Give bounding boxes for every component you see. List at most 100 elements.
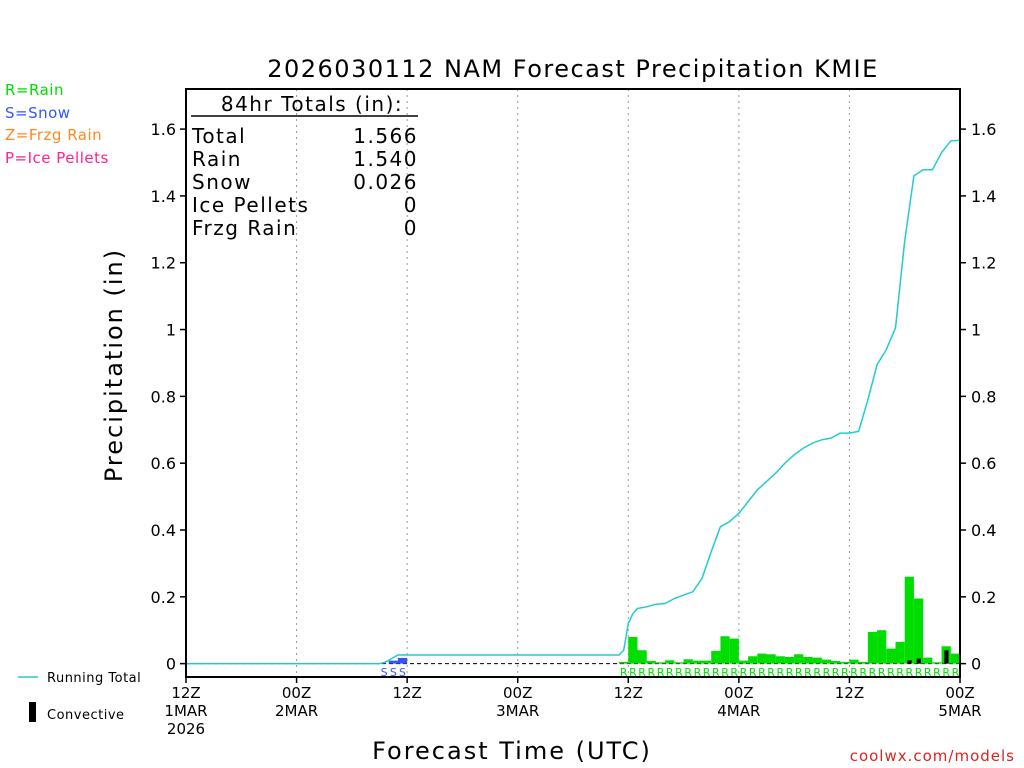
y-tick-label-left: 0: [166, 655, 176, 674]
precip-bar: [877, 630, 887, 664]
convective-legend-swatch: [29, 702, 36, 722]
legend-snow: S=Snow: [5, 104, 71, 122]
precip-bar: [932, 662, 942, 664]
precip-type-marker: R: [869, 666, 877, 679]
precip-bar: [895, 641, 905, 664]
precip-type-marker: R: [776, 666, 784, 679]
y-tick-label-right: 0.4: [971, 521, 996, 540]
precip-type-marker: R: [666, 666, 674, 679]
convective-bar: [907, 660, 912, 664]
x-tick-label: 3MAR: [496, 702, 539, 720]
precip-bar: [904, 576, 914, 664]
precip-type-marker: R: [758, 666, 766, 679]
watermark: coolwx.com/models: [850, 747, 1015, 765]
precip-bar: [757, 653, 767, 664]
totals-row-label: Rain: [192, 147, 242, 171]
y-tick-label-left: 0.4: [151, 521, 176, 540]
y-tick-label-left: 1.6: [151, 120, 176, 139]
precip-type-marker: R: [813, 666, 821, 679]
totals-row-label: Total: [191, 124, 246, 148]
precip-bar: [849, 659, 859, 664]
legend-rain: R=Rain: [5, 81, 64, 99]
precip-bar: [775, 656, 785, 664]
y-tick-label-left: 0.2: [151, 588, 176, 607]
precip-bar: [867, 631, 878, 664]
totals-row-value: 0: [404, 216, 418, 240]
precip-bar: [619, 661, 629, 664]
precip-bar: [720, 636, 730, 664]
totals-header: 84hr Totals (in):: [221, 92, 403, 116]
precip-bar: [831, 660, 841, 664]
y-axis-title: Precipitation (in): [100, 248, 128, 482]
x-tick-label: 12Z: [392, 684, 421, 702]
precip-bar: [692, 660, 702, 664]
x-tick-label: 5MAR: [938, 702, 981, 720]
y-tick-label-left: 1: [166, 321, 176, 340]
x-axis-title: Forecast Time (UTC): [372, 737, 652, 765]
running-total-legend-label: Running Total: [47, 671, 141, 686]
precip-bar: [913, 598, 924, 664]
totals-row-label: Snow: [192, 170, 252, 194]
x-tick-label: 12Z: [171, 684, 200, 702]
precip-type-marker: S: [381, 666, 388, 679]
precip-bar: [674, 662, 684, 664]
precip-type-marker: R: [647, 666, 655, 679]
precip-type-marker: R: [841, 666, 849, 679]
precip-type-marker: R: [933, 666, 941, 679]
x-tick-label: 00Z: [503, 684, 532, 702]
x-tick-label: 00Z: [724, 684, 753, 702]
precip-bar: [702, 660, 712, 664]
precip-type-marker: R: [684, 666, 692, 679]
precip-type-marker: R: [730, 666, 738, 679]
precip-bar: [738, 660, 749, 664]
precip-type-marker: R: [859, 666, 867, 679]
precip-type-marker: R: [712, 666, 720, 679]
plot-frame: [185, 88, 961, 678]
precip-type-marker: R: [629, 666, 637, 679]
precip-type-marker: R: [721, 666, 729, 679]
precip-bar: [858, 661, 868, 664]
x-tick-label: 12Z: [835, 684, 864, 702]
totals-row-value: 1.540: [353, 147, 418, 171]
precip-type-marker: R: [915, 666, 923, 679]
precip-type-marker: R: [638, 666, 646, 679]
precip-type-marker: R: [924, 666, 932, 679]
precip-type-marker: R: [740, 666, 748, 679]
precip-type-marker: R: [823, 666, 831, 679]
precip-bar: [637, 650, 647, 664]
x-tick-label: 4MAR: [717, 702, 760, 720]
precip-bar: [803, 656, 813, 664]
precip-bar: [950, 653, 960, 664]
legend-ice-pellets: P=Ice Pellets: [5, 149, 109, 167]
precip-type-marker: R: [786, 666, 794, 679]
precip-type-marker: R: [694, 666, 702, 679]
precip-bar: [766, 654, 776, 664]
series-legend: Running Total Convective: [18, 671, 141, 723]
precip-bar: [840, 661, 850, 664]
precip-type-marker: R: [675, 666, 683, 679]
precip-bar: [729, 638, 739, 664]
precip-type-marker: R: [795, 666, 803, 679]
precip-bar: [665, 660, 675, 664]
running-total-line: [186, 139, 961, 665]
precip-type-marker: R: [703, 666, 711, 679]
precip-type-marker: R: [952, 666, 960, 679]
y-tick-label-right: 0.2: [971, 588, 996, 607]
legend-freezing-rain: Z=Frzg Rain: [5, 126, 103, 144]
precip-type-marker: S: [390, 666, 397, 679]
x-tick-label: 12Z: [614, 684, 643, 702]
precip-type-marker: R: [878, 666, 886, 679]
totals-row-label: Frzg Rain: [192, 216, 297, 240]
convective-bar: [916, 658, 921, 664]
precip-type-marker: R: [832, 666, 840, 679]
precip-type-marker: R: [767, 666, 775, 679]
y-tick-label-right: 0.6: [971, 454, 996, 473]
y-tick-label-left: 1.2: [151, 254, 176, 273]
x-tick-label: 2MAR: [275, 702, 318, 720]
precip-bar: [655, 662, 666, 664]
y-tick-label-left: 0.8: [151, 387, 176, 406]
precip-bar: [821, 659, 831, 664]
precip-bar: [784, 656, 795, 664]
